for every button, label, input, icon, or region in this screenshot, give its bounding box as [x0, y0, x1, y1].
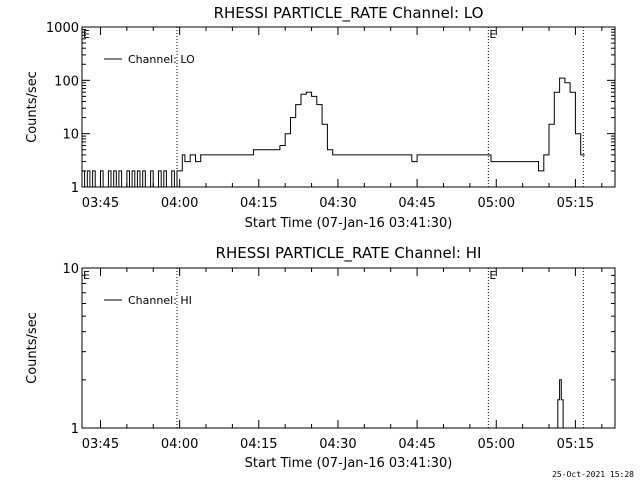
y-axis-label: Counts/sec	[25, 71, 40, 143]
x-tick-label: 03:45	[82, 437, 119, 452]
x-tick-label: 05:00	[478, 437, 515, 452]
x-tick-label: 04:15	[240, 196, 277, 211]
legend-label: Channel: HI	[128, 294, 192, 307]
x-tick-label: 05:00	[478, 196, 515, 211]
y-tick-label: 100	[54, 74, 79, 89]
chart-title: RHESSI PARTICLE_RATE Channel: LO	[214, 4, 484, 23]
event-marker-label: E	[489, 269, 496, 282]
x-tick-label: 04:00	[161, 196, 198, 211]
x-axis-label: Start Time (07-Jan-16 03:41:30)	[245, 216, 453, 231]
x-tick-label: 05:15	[557, 196, 594, 211]
y-tick-label: 1000	[46, 21, 79, 36]
event-marker-label: E	[83, 28, 90, 41]
y-tick-label: 10	[62, 128, 79, 143]
x-axis-label: Start Time (07-Jan-16 03:41:30)	[245, 456, 453, 471]
plot-frame	[81, 26, 616, 188]
y-tick-label: 1	[71, 422, 79, 437]
event-marker-label: E	[489, 28, 496, 41]
data-series	[82, 77, 585, 188]
legend: Channel: LO	[104, 53, 195, 66]
x-tick-label: 04:45	[398, 437, 435, 452]
render-timestamp: 25-Oct-2021 15:28	[552, 470, 634, 479]
event-marker-label: E	[83, 269, 90, 282]
y-tick-label: 1	[71, 181, 79, 196]
legend-label: Channel: LO	[128, 53, 195, 66]
x-tick-label: 05:15	[557, 437, 594, 452]
x-tick-label: 03:45	[82, 196, 119, 211]
y-axis-label: Counts/sec	[25, 312, 40, 384]
x-tick-label: 04:15	[240, 437, 277, 452]
plot-frame	[81, 267, 616, 429]
x-tick-label: 04:30	[319, 196, 356, 211]
chart-lo: RHESSI PARTICLE_RATE Channel: LO 1 10 100 10…	[25, 4, 616, 231]
chart-hi: RHESSI PARTICLE_RATE Channel: HI 1 10 Count…	[25, 244, 616, 471]
data-series	[554, 379, 569, 429]
legend: Channel: HI	[104, 294, 192, 307]
y-tick-label: 10	[62, 262, 79, 277]
chart-title: RHESSI PARTICLE_RATE Channel: HI	[216, 244, 482, 263]
x-tick-label: 04:00	[161, 437, 198, 452]
x-tick-label: 04:45	[398, 196, 435, 211]
x-tick-label: 04:30	[319, 437, 356, 452]
